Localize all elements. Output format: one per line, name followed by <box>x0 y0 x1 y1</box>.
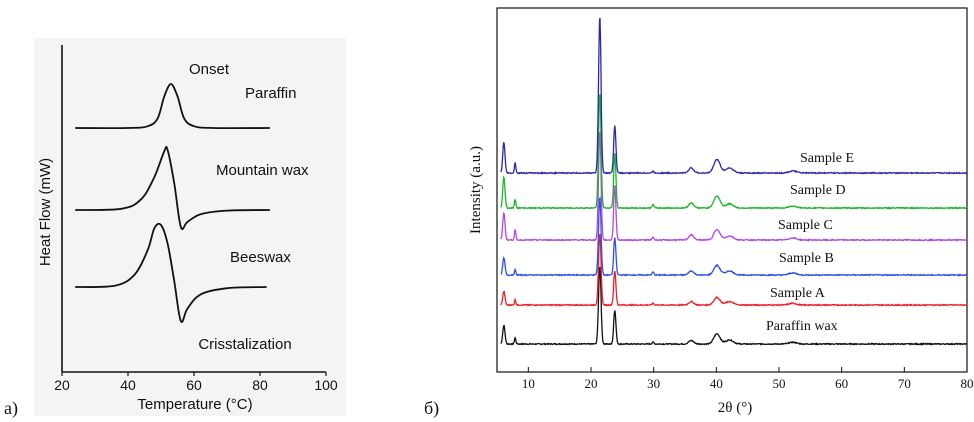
xrd-label-sample-b: Sample B <box>779 251 834 266</box>
panel-b-xtick-label: 30 <box>647 376 660 391</box>
panel-b-ylabel: Intensity (a.u.) <box>468 146 484 234</box>
panel-a-label: a) <box>4 398 18 419</box>
panel-b-xtick-label: 60 <box>835 376 848 391</box>
panel-a-ticks: 20 40 60 80 100 <box>54 372 338 393</box>
annotation-crystallization: Crisstalization <box>198 336 291 353</box>
panel-b-xtick-label: 10 <box>522 376 535 391</box>
panel-b-frame <box>496 7 968 373</box>
xrd-label-sample-d: Sample D <box>790 183 846 198</box>
xrd-curve-sample-e <box>500 17 967 175</box>
dsc-curve-beeswax <box>75 222 267 323</box>
panel-b-xtick-label: 50 <box>773 376 786 391</box>
panel-b-label: б) <box>424 398 439 419</box>
panel-a-xlabel: Temperature (°C) <box>137 396 252 413</box>
xrd-label-sample-c: Sample C <box>778 218 833 233</box>
dsc-curve-mountain-wax <box>75 145 270 230</box>
xrd-label-sample-e: Sample E <box>800 151 854 166</box>
xrd-label-paraffin-wax: Paraffin wax <box>766 319 838 334</box>
panel-b-curves <box>500 17 968 346</box>
panel-a-curves <box>75 83 270 323</box>
panel-b-xtick-label: 40 <box>710 376 723 391</box>
panel-a-xtick-label: 40 <box>120 377 136 393</box>
panel-b-xtick-label: 20 <box>585 376 598 391</box>
panel-b-xtick-label: 80 <box>961 376 974 391</box>
dsc-curve-paraffin <box>75 83 270 130</box>
panel-a-xtick-label: 100 <box>314 377 338 393</box>
panel-a-xtick-label: 80 <box>252 377 268 393</box>
panel-a-ylabel: Heat Flow (mW) <box>37 158 54 266</box>
panel-a-background <box>34 38 346 416</box>
label-paraffin: Paraffin <box>245 85 296 102</box>
label-mountain-wax: Mountain wax <box>216 162 309 179</box>
panel-a-xtick-label: 60 <box>186 377 202 393</box>
xrd-curve-sample-c <box>500 132 968 242</box>
panel-b-series-labels: Paraffin wax Sample A Sample B Sample C Samp… <box>766 151 854 334</box>
xrd-curve-paraffin-wax <box>500 266 967 346</box>
label-beeswax: Beeswax <box>230 249 291 266</box>
panel-b-ticks: 10 20 30 40 50 60 70 80 <box>522 367 974 391</box>
panel-a-xtick-label: 20 <box>54 377 70 393</box>
annotation-onset: Onset <box>189 61 230 78</box>
panel-b-xtick-label: 70 <box>898 376 911 391</box>
xrd-curve-sample-a <box>500 233 968 307</box>
xrd-label-sample-a: Sample A <box>770 286 826 301</box>
xrd-curve-sample-d <box>500 93 968 210</box>
panel-b-xlabel: 2θ (°) <box>718 400 752 416</box>
xrd-curve-sample-b <box>500 196 968 277</box>
